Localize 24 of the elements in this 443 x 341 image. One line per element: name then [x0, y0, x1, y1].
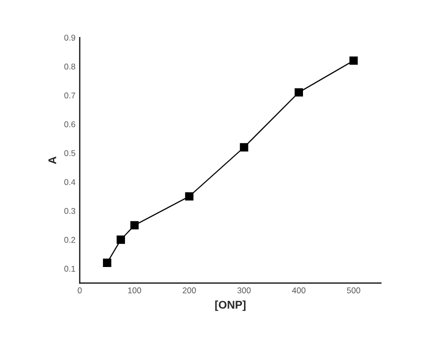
y-tick-label: 0.6 — [64, 121, 76, 128]
x-tick-label: 200 — [182, 287, 196, 294]
x-tick-label: 300 — [237, 287, 251, 294]
x-tick-label: 400 — [292, 287, 306, 294]
y-axis-title: A — [48, 156, 56, 164]
y-tick-label: 0.8 — [64, 64, 76, 70]
y-tick-label: 0.3 — [64, 208, 76, 214]
point — [130, 221, 139, 230]
x-axis-title: [ONP] — [215, 300, 246, 311]
point — [102, 258, 112, 267]
y-tick-label: 0.1 — [64, 266, 76, 272]
x-tick-label: 500 — [346, 287, 360, 294]
point — [185, 192, 194, 201]
y-tick-label: 0.7 — [64, 92, 76, 98]
y-tick-label: 0.5 — [64, 150, 76, 156]
point — [349, 56, 358, 65]
point — [294, 88, 303, 97]
point — [116, 236, 125, 244]
y-tick-label: 0.9 — [64, 34, 76, 41]
x-tick-label: 0 — [78, 287, 82, 294]
y-tick-label: 0.2 — [64, 236, 76, 243]
point — [240, 143, 248, 152]
x-tick-label: 100 — [128, 287, 142, 294]
y-tick-label: 0.4 — [64, 179, 76, 186]
